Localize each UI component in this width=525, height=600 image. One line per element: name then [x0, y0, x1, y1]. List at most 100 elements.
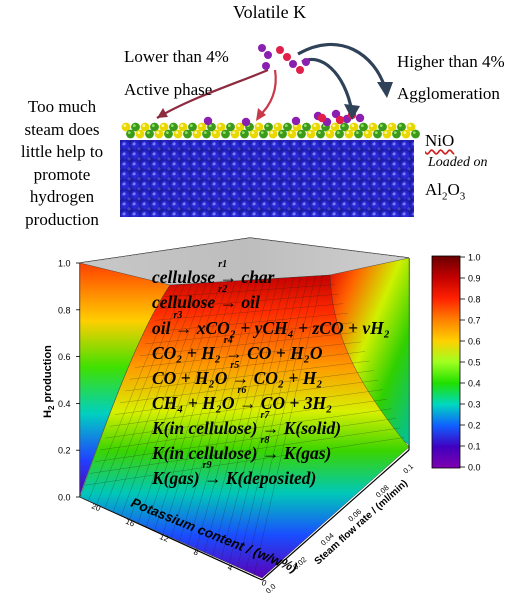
nio-atom-highlight	[161, 124, 165, 127]
agglomeration-label: Agglomeration	[397, 84, 500, 103]
colorbar-tick-label: 0.8	[468, 295, 481, 305]
nio-atom-highlight	[251, 131, 255, 135]
x-axis-ticks: 20 16 12 8 4 0	[90, 502, 268, 589]
nio-atom-highlight	[222, 131, 226, 135]
nio-atom-highlight	[327, 131, 331, 135]
reaction-rate-label: r5	[230, 360, 240, 371]
nio-atom-highlight	[308, 131, 312, 135]
y-tick-label: 0.6	[58, 352, 71, 362]
mesh-line	[164, 284, 335, 297]
steam-note: Too much steam does little help to promo…	[2, 96, 122, 231]
mesh-line	[162, 280, 243, 535]
y-tick-label: 0.2	[58, 446, 71, 456]
arrow-to-agglomeration-2	[297, 42, 387, 89]
mesh-line	[187, 279, 265, 547]
nio-atom-highlight	[127, 131, 131, 135]
k-molecule-atom	[289, 60, 297, 68]
mesh-line	[96, 284, 185, 505]
steam-note-line: production	[25, 209, 99, 229]
steam-note-line: Too much	[27, 97, 97, 116]
reaction-equation: CO + H₂O → CO₂ + H₂ r5	[152, 360, 323, 389]
mesh-line	[220, 277, 294, 562]
nio-atom-highlight	[199, 124, 203, 127]
nio-atom-highlight	[346, 131, 350, 135]
nio-atom-highlight	[189, 124, 193, 127]
nio-atom-highlight	[260, 131, 264, 135]
mesh-line	[129, 282, 214, 520]
reaction-rate-label: r7	[260, 410, 270, 421]
reaction-text: K(in cellulose) → K(solid)	[152, 418, 342, 438]
mesh-line	[112, 283, 200, 513]
nio-atom-highlight	[270, 131, 274, 135]
mesh-line	[84, 437, 405, 486]
arrow-head	[344, 104, 360, 120]
mesh-line	[253, 275, 323, 577]
nio-atom-highlight	[218, 124, 222, 127]
arrow-to-active-phase	[156, 68, 269, 119]
mesh-line	[88, 284, 178, 501]
nio-atom-highlight	[123, 124, 127, 127]
colorbar	[431, 255, 461, 469]
arrow-head	[157, 108, 168, 118]
nio-atom-highlight	[175, 131, 179, 135]
surface-mesh	[84, 275, 405, 577]
nio-atom-highlight	[213, 131, 217, 135]
colorbar-tick-label: 0.5	[468, 358, 481, 368]
nio-atom-highlight	[156, 131, 160, 135]
al2o3-sub2: 3	[459, 190, 466, 203]
k-molecule-atom	[264, 51, 272, 59]
nio-atom-highlight	[317, 131, 321, 135]
active-phase-label: Active phase	[124, 80, 213, 99]
lower-than-label: Lower than 4%	[124, 47, 229, 66]
reaction-equation: CH₄ + H₂O → CO + 3H₂ r6	[152, 385, 332, 414]
volatile-k-label: Volatile K	[233, 2, 307, 22]
nio-atom-highlight	[303, 124, 307, 127]
k-atom-red	[335, 115, 345, 125]
nio-atom-highlight	[336, 131, 340, 135]
reaction-rate-label: r1	[218, 259, 228, 270]
reaction-text: CO + H₂O → CO₂ + H₂	[152, 368, 323, 388]
x-tick-label: 8	[192, 547, 200, 557]
nio-atom-highlight	[170, 124, 174, 127]
mesh-line	[245, 275, 316, 573]
nio-atom-highlight	[208, 124, 212, 127]
y-axis-label: H2 production	[42, 345, 56, 418]
nio-atom-highlight	[384, 131, 388, 135]
reaction-rate-label: r4	[223, 335, 233, 346]
al2o3-al: Al	[425, 180, 442, 199]
colorbar-tick-label: 0.2	[468, 421, 481, 431]
mesh-line	[170, 279, 251, 539]
colorbar-tick-label: 0.0	[468, 463, 481, 473]
colorbar-tick-label: 0.9	[468, 274, 481, 284]
x-tick-label: 0	[260, 578, 268, 588]
mesh-line	[134, 341, 361, 368]
x-tick-label: 20	[90, 502, 102, 514]
k-molecule-atom	[302, 58, 310, 66]
mesh-line	[179, 279, 258, 543]
k-atom	[241, 117, 251, 127]
mesh-line	[89, 427, 401, 474]
mesh-line	[195, 278, 272, 550]
reaction-text: oil → xCO₂ + yCH₄ + zCO + vH₂	[152, 318, 390, 338]
mesh-line	[109, 389, 383, 427]
reaction-rate-label: r9	[202, 460, 212, 471]
nio-atom-highlight	[203, 131, 207, 135]
arrow-head	[377, 82, 393, 98]
nio-atom-highlight	[256, 124, 260, 127]
mesh-line	[154, 303, 344, 321]
nio-atom-highlight	[408, 124, 412, 127]
x-tick-label: 4	[226, 563, 234, 573]
nio-atom-highlight	[332, 124, 336, 127]
steam-note-line: steam does	[24, 119, 100, 139]
reaction-rate-label: r6	[237, 385, 247, 396]
nio-atom-highlight	[313, 124, 317, 127]
nio-atom-highlight	[180, 124, 184, 127]
nio-atom-highlight	[132, 124, 136, 127]
nio-atom-highlight	[298, 131, 302, 135]
reaction-equation: cellulose → char r1	[152, 259, 275, 288]
nio-atom-highlight	[232, 131, 236, 135]
mesh-line	[144, 322, 352, 345]
steam-note-line: promote	[33, 164, 91, 184]
nio-atom-highlight	[184, 131, 188, 135]
k-atom	[291, 116, 301, 126]
